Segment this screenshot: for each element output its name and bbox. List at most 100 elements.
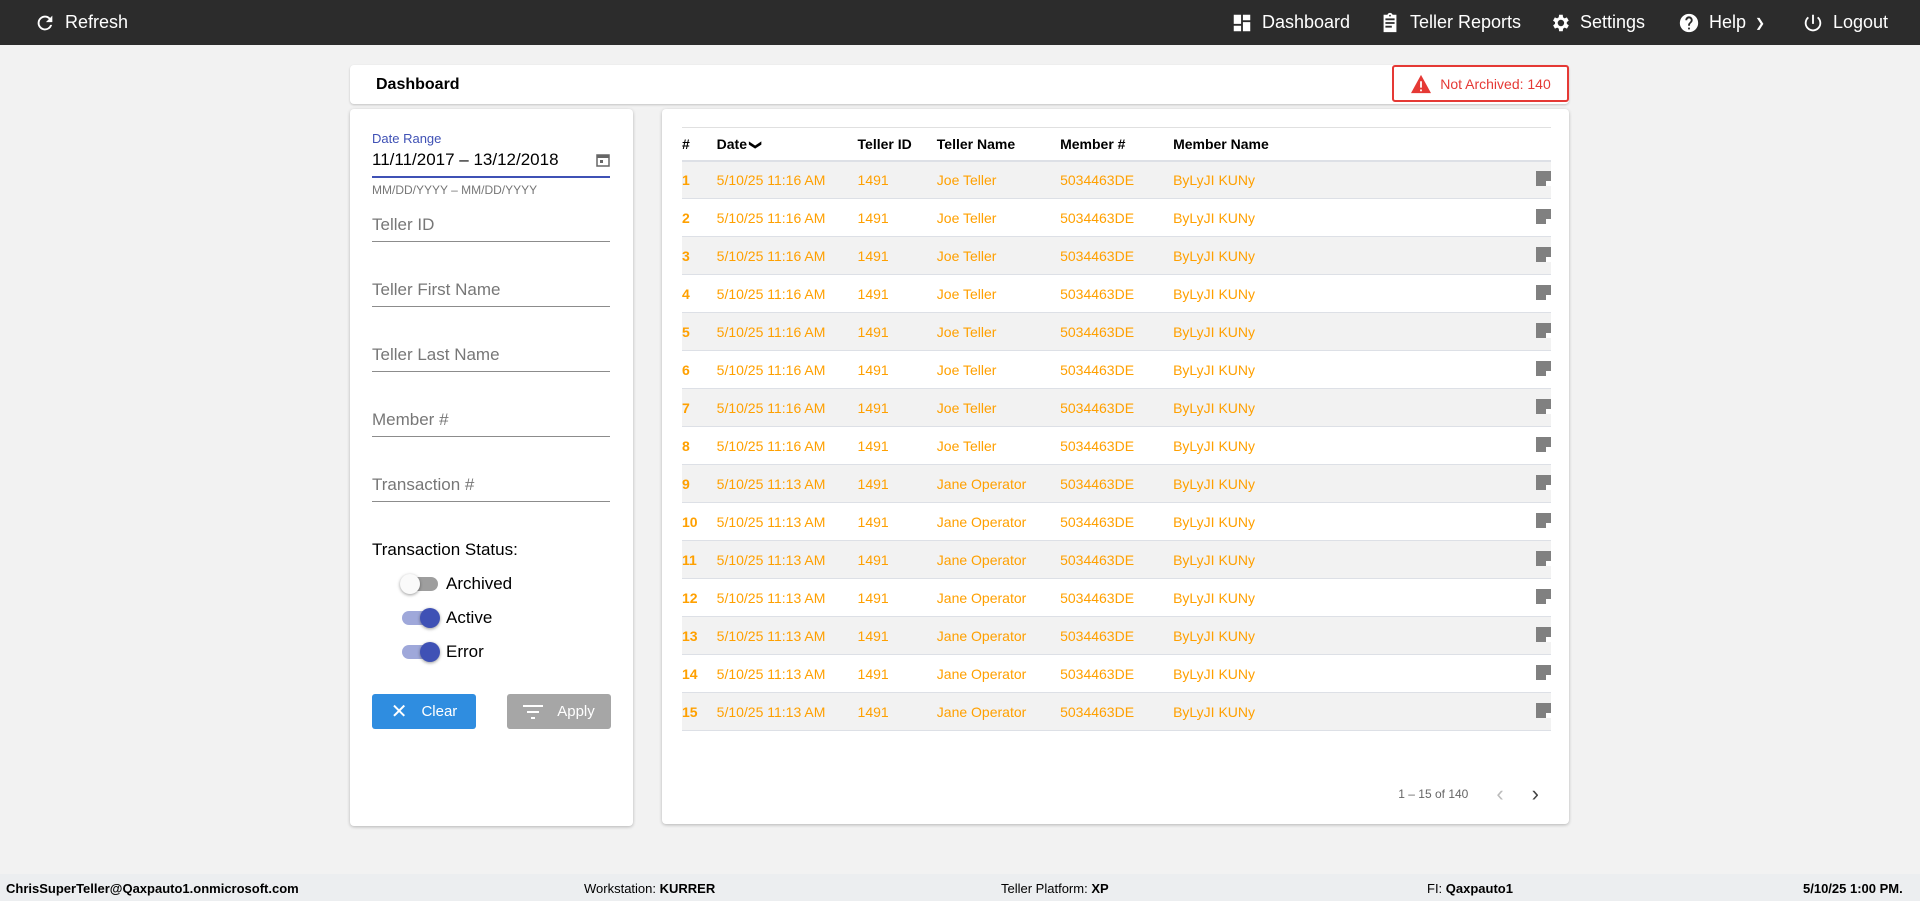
nav-help[interactable]: Help ❯ bbox=[1678, 0, 1765, 45]
table-cell: 5/10/25 11:16 AM bbox=[716, 236, 858, 275]
date-range-label: Date Range bbox=[372, 131, 442, 146]
column-header[interactable]: Date ❯ bbox=[716, 127, 858, 162]
table-cell: ByLyJI KUNy bbox=[1173, 160, 1360, 199]
table-row[interactable]: 3 5/10/25 11:16 AM 1491 Joe Teller 5034463DE… bbox=[682, 236, 1551, 275]
note-icon[interactable] bbox=[1536, 284, 1551, 300]
clear-button[interactable]: ✕ Clear bbox=[372, 694, 476, 729]
platform-value: XP bbox=[1091, 881, 1109, 896]
note-icon[interactable] bbox=[1536, 474, 1551, 490]
note-icon[interactable] bbox=[1536, 626, 1551, 642]
table-cell: 5034463DE bbox=[1060, 198, 1174, 237]
refresh-button[interactable]: Refresh bbox=[34, 0, 128, 45]
table-cell: 5034463DE bbox=[1060, 426, 1174, 465]
table-cell-actions bbox=[1360, 388, 1551, 427]
table-cell-actions bbox=[1360, 274, 1551, 313]
apply-button[interactable]: Apply bbox=[507, 694, 611, 729]
nav-dashboard[interactable]: Dashboard bbox=[1231, 0, 1350, 45]
table-cell: 5034463DE bbox=[1060, 616, 1174, 655]
note-icon[interactable] bbox=[1536, 550, 1551, 566]
nav-teller-reports[interactable]: Teller Reports bbox=[1379, 0, 1521, 45]
toggle-switch[interactable] bbox=[402, 608, 440, 628]
table-row[interactable]: 10 5/10/25 11:13 AM 1491 Jane Operator 50344… bbox=[682, 502, 1551, 541]
logout-button[interactable]: Logout bbox=[1802, 0, 1888, 45]
refresh-icon bbox=[37, 15, 53, 30]
table-row[interactable]: 1 5/10/25 11:16 AM 1491 Joe Teller 5034463DE… bbox=[682, 160, 1551, 199]
table-row[interactable]: 13 5/10/25 11:13 AM 1491 Jane Operator 50344… bbox=[682, 616, 1551, 655]
table-cell: 4 bbox=[682, 274, 717, 313]
table-cell: Jane Operator bbox=[936, 692, 1061, 731]
table-cell: 5/10/25 11:13 AM bbox=[716, 654, 858, 693]
note-icon[interactable] bbox=[1536, 360, 1551, 376]
chevron-left-icon[interactable]: ‹ bbox=[1496, 781, 1504, 806]
date-range-input[interactable]: 11/11/2017 – 13/12/2018 bbox=[372, 150, 559, 169]
sort-desc-icon[interactable]: ❯ bbox=[748, 139, 763, 150]
chevron-down-icon: ❯ bbox=[1755, 15, 1766, 30]
transaction-number-input[interactable]: Transaction # bbox=[372, 475, 610, 502]
table-row[interactable]: 5 5/10/25 11:16 AM 1491 Joe Teller 5034463DE… bbox=[682, 312, 1551, 351]
table-row[interactable]: 11 5/10/25 11:13 AM 1491 Jane Operator 50344… bbox=[682, 540, 1551, 579]
note-icon[interactable] bbox=[1536, 322, 1551, 338]
table-cell: 5/10/25 11:13 AM bbox=[716, 578, 858, 617]
table-row[interactable]: 9 5/10/25 11:13 AM 1491 Jane Operator 503446… bbox=[682, 464, 1551, 503]
table-cell: Joe Teller bbox=[936, 160, 1061, 199]
calendar-icon[interactable] bbox=[596, 153, 610, 167]
toggle-switch[interactable] bbox=[402, 642, 440, 662]
table-cell: 1491 bbox=[857, 616, 937, 655]
footer-user: ChrisSuperTeller@Qaxpauto1.onmicrosoft.c… bbox=[6, 881, 299, 896]
table-row[interactable]: 12 5/10/25 11:13 AM 1491 Jane Operator 50344… bbox=[682, 578, 1551, 617]
table-cell: 5 bbox=[682, 312, 717, 351]
table-row[interactable]: 14 5/10/25 11:13 AM 1491 Jane Operator 50344… bbox=[682, 654, 1551, 693]
table-cell: 10 bbox=[682, 502, 717, 541]
note-icon[interactable] bbox=[1536, 588, 1551, 604]
note-icon[interactable] bbox=[1536, 702, 1551, 718]
note-icon[interactable] bbox=[1536, 512, 1551, 528]
transactions-table: # Date ❯ Teller ID Teller Name Member # Membe… bbox=[682, 127, 1551, 731]
table-cell: ByLyJI KUNy bbox=[1173, 426, 1360, 465]
member-number-input[interactable]: Member # bbox=[372, 410, 610, 437]
date-range-field[interactable]: Date Range 11/11/2017 – 13/12/2018 MM/DD… bbox=[372, 131, 610, 197]
table-cell-actions bbox=[1360, 692, 1551, 731]
table-cell: Jane Operator bbox=[936, 464, 1061, 503]
note-icon[interactable] bbox=[1536, 436, 1551, 452]
note-icon[interactable] bbox=[1536, 664, 1551, 680]
table-cell: Joe Teller bbox=[936, 236, 1061, 275]
table-row[interactable]: 4 5/10/25 11:16 AM 1491 Joe Teller 5034463DE… bbox=[682, 274, 1551, 313]
toggle-archived[interactable]: Archived bbox=[400, 574, 512, 594]
table-cell: 5034463DE bbox=[1060, 692, 1174, 731]
table-cell: Jane Operator bbox=[936, 578, 1061, 617]
table-cell-actions bbox=[1360, 578, 1551, 617]
pagination: 1 – 15 of 140 ‹ › bbox=[1398, 781, 1539, 807]
table-cell-actions bbox=[1360, 502, 1551, 541]
table-row[interactable]: 2 5/10/25 11:16 AM 1491 Joe Teller 5034463DE… bbox=[682, 198, 1551, 237]
not-archived-badge[interactable]: Not Archived: 140 bbox=[1392, 65, 1569, 102]
table-cell-actions bbox=[1360, 350, 1551, 389]
nav-settings[interactable]: Settings bbox=[1549, 0, 1645, 45]
note-icon[interactable] bbox=[1536, 208, 1551, 224]
chevron-right-icon[interactable]: › bbox=[1531, 781, 1539, 806]
toggle-active[interactable]: Active bbox=[402, 608, 492, 628]
refresh-label: Refresh bbox=[65, 12, 129, 32]
table-row[interactable]: 15 5/10/25 11:13 AM 1491 Jane Operator 50344… bbox=[682, 692, 1551, 731]
not-archived-label: Not Archived: 140 bbox=[1440, 75, 1551, 92]
teller-last-name-input[interactable]: Teller Last Name bbox=[372, 345, 610, 372]
close-icon: ✕ bbox=[390, 701, 408, 723]
table-row[interactable]: 8 5/10/25 11:16 AM 1491 Joe Teller 5034463DE… bbox=[682, 426, 1551, 465]
table-cell: ByLyJI KUNy bbox=[1173, 616, 1360, 655]
table-row[interactable]: 7 5/10/25 11:16 AM 1491 Joe Teller 5034463DE… bbox=[682, 388, 1551, 427]
toggle-error[interactable]: Error bbox=[402, 642, 484, 662]
nav-help-label: Help bbox=[1709, 12, 1747, 32]
table-cell: 1491 bbox=[857, 274, 937, 313]
help-icon bbox=[1679, 13, 1699, 32]
teller-id-input[interactable]: Teller ID bbox=[372, 215, 610, 242]
table-cell: 5034463DE bbox=[1060, 578, 1174, 617]
note-icon[interactable] bbox=[1536, 246, 1551, 262]
note-icon[interactable] bbox=[1536, 170, 1551, 186]
teller-first-name-input[interactable]: Teller First Name bbox=[372, 280, 610, 307]
filter-icon bbox=[523, 704, 544, 719]
table-cell-actions bbox=[1360, 236, 1551, 275]
toggle-switch[interactable] bbox=[400, 574, 438, 594]
table-row[interactable]: 6 5/10/25 11:16 AM 1491 Joe Teller 5034463DE… bbox=[682, 350, 1551, 389]
table-cell: 5/10/25 11:16 AM bbox=[716, 198, 858, 237]
table-cell: 8 bbox=[682, 426, 717, 465]
note-icon[interactable] bbox=[1536, 398, 1551, 414]
